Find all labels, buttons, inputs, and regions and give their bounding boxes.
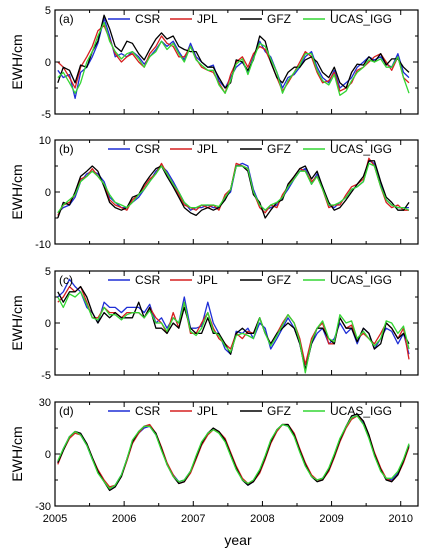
y-tick-label: 0 [45, 187, 51, 199]
series-line-ucas-igg [57, 291, 410, 374]
series-line-gfz [57, 413, 410, 492]
x-tick-label: 2005 [43, 513, 67, 525]
x-tick-label: 2006 [112, 513, 136, 525]
legend-label-jpl: JPL [197, 142, 218, 156]
x-tick-label: 2009 [319, 513, 343, 525]
y-tick-label: 0 [45, 57, 51, 69]
series-line-gfz [57, 14, 410, 89]
chart-panel: -10 0 10 (b) CSR JPL GFZ UCAS_IGG EWH/cm [9, 135, 419, 251]
y-axis-title: EWH/cm [9, 164, 25, 219]
legend-label-ucas-igg: UCAS_IGG [330, 273, 392, 287]
panel-label: (d) [59, 404, 74, 418]
panel-label: (a) [59, 12, 74, 26]
legend-label-gfz: GFZ [267, 404, 291, 418]
chart-panel: -30 0 30 (d) CSR JPL GFZ UCAS_IGG EWH/cm [9, 397, 419, 513]
series-line-csr [57, 278, 410, 371]
y-axis-title: EWH/cm [9, 295, 25, 350]
chart-panel: -5 0 5 (a) CSR JPL GFZ UCAS_IGG EWH/cm [9, 5, 419, 121]
legend-label-csr: CSR [135, 142, 161, 156]
legend-label-gfz: GFZ [267, 273, 291, 287]
y-tick-label: -5 [41, 370, 51, 382]
y-tick-label: -30 [35, 501, 51, 513]
x-tick-label: 2008 [250, 513, 274, 525]
x-axis-title: year [224, 532, 252, 548]
series-line-csr [57, 415, 410, 490]
series-line-ucas-igg [57, 162, 410, 214]
legend-label-csr: CSR [135, 404, 161, 418]
y-axis-title: EWH/cm [9, 426, 25, 481]
y-tick-label: -5 [41, 109, 51, 121]
y-axis-title: EWH/cm [9, 34, 25, 89]
y-tick-label: 0 [45, 449, 51, 461]
legend-label-gfz: GFZ [267, 142, 291, 156]
y-tick-label: 0 [45, 318, 51, 330]
series-line-ucas-igg [57, 21, 410, 96]
legend-label-jpl: JPL [197, 404, 218, 418]
legend-label-jpl: JPL [197, 273, 218, 287]
series-line-ucas-igg [57, 415, 410, 490]
y-tick-label: -10 [35, 239, 51, 251]
series-line-jpl [57, 24, 410, 94]
legend-label-ucas-igg: UCAS_IGG [330, 142, 392, 156]
legend-label-csr: CSR [135, 273, 161, 287]
y-tick-label: 5 [45, 266, 51, 278]
legend-label-ucas-igg: UCAS_IGG [330, 12, 392, 26]
y-tick-label: 5 [45, 5, 51, 17]
series-line-gfz [57, 285, 410, 371]
x-tick-label: 2007 [181, 513, 205, 525]
series-line-jpl [57, 285, 410, 366]
legend-label-gfz: GFZ [267, 12, 291, 26]
series-line-gfz [57, 160, 410, 219]
x-tick-label: 2010 [388, 513, 412, 525]
y-tick-label: 10 [39, 135, 51, 147]
legend-label-jpl: JPL [197, 12, 218, 26]
y-tick-label: 30 [39, 397, 51, 409]
panel-label: (c) [59, 273, 73, 287]
series-line-jpl [57, 415, 410, 488]
chart-panel: -5 0 5 (c) CSR JPL GFZ UCAS_IGG EWH/cm [9, 266, 419, 382]
legend-label-csr: CSR [135, 12, 161, 26]
panel-label: (b) [59, 142, 74, 156]
legend-label-ucas-igg: UCAS_IGG [330, 404, 392, 418]
